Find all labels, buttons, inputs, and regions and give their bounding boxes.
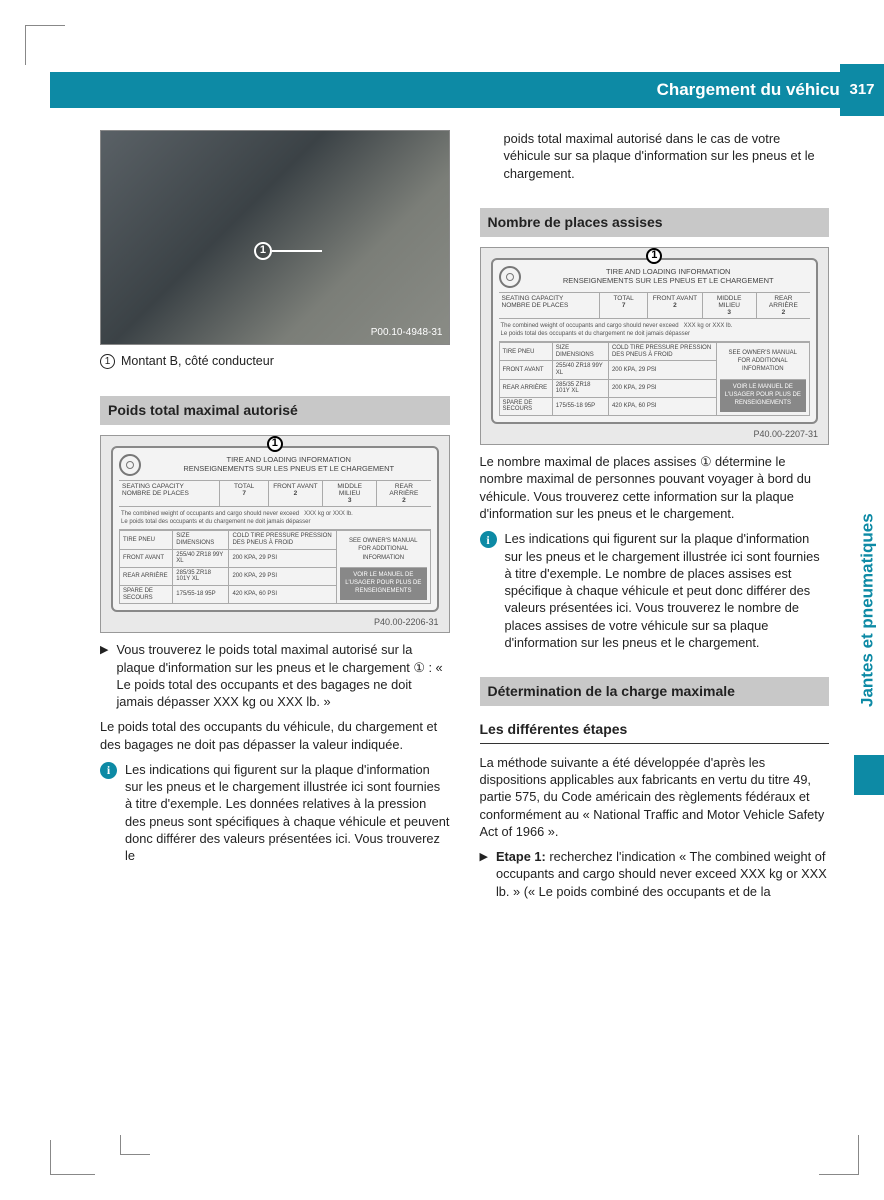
content: 1 P00.10-4948-31 1 Montant B, côté condu… (100, 130, 829, 1140)
bullet-item: ▶ Etape 1: recherchez l'indication « The… (480, 848, 830, 900)
info-text: Les indications qui figurent sur la plaq… (505, 530, 830, 651)
wheel-icon (499, 266, 521, 288)
section-heading-weight: Poids total maximal autorisé (100, 396, 450, 425)
tire-spare-row: SPARE DE SECOURS 175/55-18 95P 420 KPA, … (120, 585, 337, 603)
tire-header-row: TIRE PNEU SIZE DIMENSIONS COLD TIRE PRES… (499, 343, 716, 361)
callout-1-icon: 1 (646, 248, 662, 264)
photo-ref: P00.10-4948-31 (371, 326, 443, 340)
seat-front: FRONT AVANT2 (269, 481, 323, 506)
tire-header-row: TIRE PNEU SIZE DIMENSIONS COLD TIRE PRES… (120, 531, 337, 549)
info-text: Les indications qui figurent sur la plaq… (125, 761, 450, 865)
side-note-en: SEE OWNER'S MANUAL FOR ADDITIONAL INFORM… (340, 534, 426, 567)
right-column: poids total maximal autorisé dans le cas… (480, 130, 830, 1140)
callout-1-icon: 1 (267, 436, 283, 452)
bullet-text: Etape 1: recherchez l'indication « The c… (496, 848, 829, 900)
photo-callout: 1 (254, 242, 322, 260)
bullet-text: Vous trouverez le poids total maximal au… (116, 641, 449, 710)
triangle-icon: ▶ (480, 848, 488, 900)
body-text: La méthode suivante a été développée d'a… (480, 754, 830, 840)
tire-placard-weight: 1 TIRE AND LOADING INFORMATION RENSEIGNE… (100, 435, 450, 634)
seat-total: TOTAL7 (220, 481, 268, 506)
crop-mark (819, 1135, 859, 1175)
caption-text: Montant B, côté conducteur (121, 353, 274, 370)
tire-grid: TIRE PNEU SIZE DIMENSIONS COLD TIRE PRES… (119, 530, 431, 604)
seat-middle: MIDDLE MILIEU3 (703, 293, 757, 318)
side-note-fr: VOIR LE MANUEL DE L'USAGER POUR PLUS DE … (340, 568, 426, 600)
caption-num-icon: 1 (100, 354, 115, 369)
side-tab-label: Jantes et pneumatiques (854, 470, 882, 750)
tire-grid: TIRE PNEU SIZE DIMENSIONS COLD TIRE PRES… (499, 342, 811, 416)
seating-row: SEATING CAPACITYNOMBRE DE PLACES TOTAL7 … (499, 292, 811, 319)
door-photo: 1 P00.10-4948-31 (100, 130, 450, 345)
seat-middle: MIDDLE MILIEU3 (323, 481, 377, 506)
callout-1-icon: 1 (254, 242, 272, 260)
seating-row: SEATING CAPACITYNOMBRE DE PLACES TOTAL7 … (119, 480, 431, 507)
tire-front-row: FRONT AVANT 255/40 ZR18 99Y XL 200 KPA, … (120, 549, 337, 567)
header-title: Chargement du véhicule (657, 79, 854, 102)
body-text: Le poids total des occupants du véhicule… (100, 718, 450, 753)
seat-rear: REAR ARRIÈRE2 (757, 293, 810, 318)
header-bar: Chargement du véhicule (50, 72, 884, 108)
left-column: 1 P00.10-4948-31 1 Montant B, côté condu… (100, 130, 450, 1140)
body-text: poids total maximal autorisé dans le cas… (504, 130, 830, 182)
crop-mark (50, 1140, 95, 1175)
seat-front: FRONT AVANT2 (648, 293, 702, 318)
placard-title-row: TIRE AND LOADING INFORMATION RENSEIGNEME… (499, 266, 811, 288)
tire-spare-row: SPARE DE SECOURS 175/55-18 95P 420 KPA, … (499, 397, 716, 415)
placard-title-row: TIRE AND LOADING INFORMATION RENSEIGNEME… (119, 454, 431, 476)
tire-front-row: FRONT AVANT 255/40 ZR18 99Y XL 200 KPA, … (499, 361, 716, 379)
page-number: 317 (840, 64, 884, 116)
placard-inner: 1 TIRE AND LOADING INFORMATION RENSEIGNE… (491, 258, 819, 424)
crop-mark (25, 25, 65, 65)
weight-note: The combined weight of occupants and car… (119, 507, 431, 530)
tire-table: TIRE PNEU SIZE DIMENSIONS COLD TIRE PRES… (119, 530, 337, 604)
placard-inner: 1 TIRE AND LOADING INFORMATION RENSEIGNE… (111, 446, 439, 612)
placard-title-fr: RENSEIGNEMENTS SUR LES PNEUS ET LE CHARG… (183, 464, 394, 473)
side-note-fr: VOIR LE MANUEL DE L'USAGER POUR PLUS DE … (720, 380, 806, 412)
info-block: i Les indications qui figurent sur la pl… (100, 761, 450, 865)
tire-placard-seats: 1 TIRE AND LOADING INFORMATION RENSEIGNE… (480, 247, 830, 446)
step-text: recherchez l'indication « The combined w… (496, 849, 827, 899)
page: Chargement du véhicule 317 Jantes et pne… (0, 0, 884, 1200)
step-label: Etape 1: (496, 849, 546, 864)
body-text: Le nombre maximal de places assises ① dé… (480, 453, 830, 522)
section-heading-load: Détermination de la charge maximale (480, 677, 830, 706)
side-note-en: SEE OWNER'S MANUAL FOR ADDITIONAL INFORM… (720, 346, 806, 379)
placard-title-fr: RENSEIGNEMENTS SUR LES PNEUS ET LE CHARG… (563, 276, 774, 285)
subsection-heading: Les différentes étapes (480, 716, 830, 744)
placard-title: TIRE AND LOADING INFORMATION RENSEIGNEME… (527, 268, 811, 285)
seat-rear: REAR ARRIÈRE2 (377, 481, 430, 506)
placard-callout: 1 (267, 436, 283, 452)
seat-total: TOTAL7 (600, 293, 648, 318)
wheel-icon (119, 454, 141, 476)
tire-side-note: SEE OWNER'S MANUAL FOR ADDITIONAL INFORM… (717, 342, 810, 416)
placard-title: TIRE AND LOADING INFORMATION RENSEIGNEME… (147, 456, 431, 473)
info-icon: i (480, 531, 497, 548)
tire-rear-row: REAR ARRIÈRE 285/35 ZR18 101Y XL 200 KPA… (499, 379, 716, 397)
section-heading-seats: Nombre de places assises (480, 208, 830, 237)
info-icon: i (100, 762, 117, 779)
triangle-icon: ▶ (100, 641, 108, 710)
tire-table: TIRE PNEU SIZE DIMENSIONS COLD TIRE PRES… (499, 342, 717, 416)
info-block: i Les indications qui figurent sur la pl… (480, 530, 830, 651)
callout-line (272, 250, 322, 252)
seat-label: SEATING CAPACITYNOMBRE DE PLACES (119, 481, 220, 506)
weight-note: The combined weight of occupants and car… (499, 319, 811, 342)
bullet-item: ▶ Vous trouverez le poids total maximal … (100, 641, 450, 710)
tire-rear-row: REAR ARRIÈRE 285/35 ZR18 101Y XL 200 KPA… (120, 567, 337, 585)
photo-caption: 1 Montant B, côté conducteur (100, 353, 450, 370)
placard-ref: P40.00-2206-31 (111, 612, 439, 628)
placard-callout: 1 (646, 248, 662, 264)
placard-ref: P40.00-2207-31 (491, 424, 819, 440)
page-number-text: 317 (849, 80, 874, 100)
tire-side-note: SEE OWNER'S MANUAL FOR ADDITIONAL INFORM… (337, 530, 430, 604)
seat-label: SEATING CAPACITYNOMBRE DE PLACES (499, 293, 600, 318)
side-tab-block (854, 755, 884, 795)
